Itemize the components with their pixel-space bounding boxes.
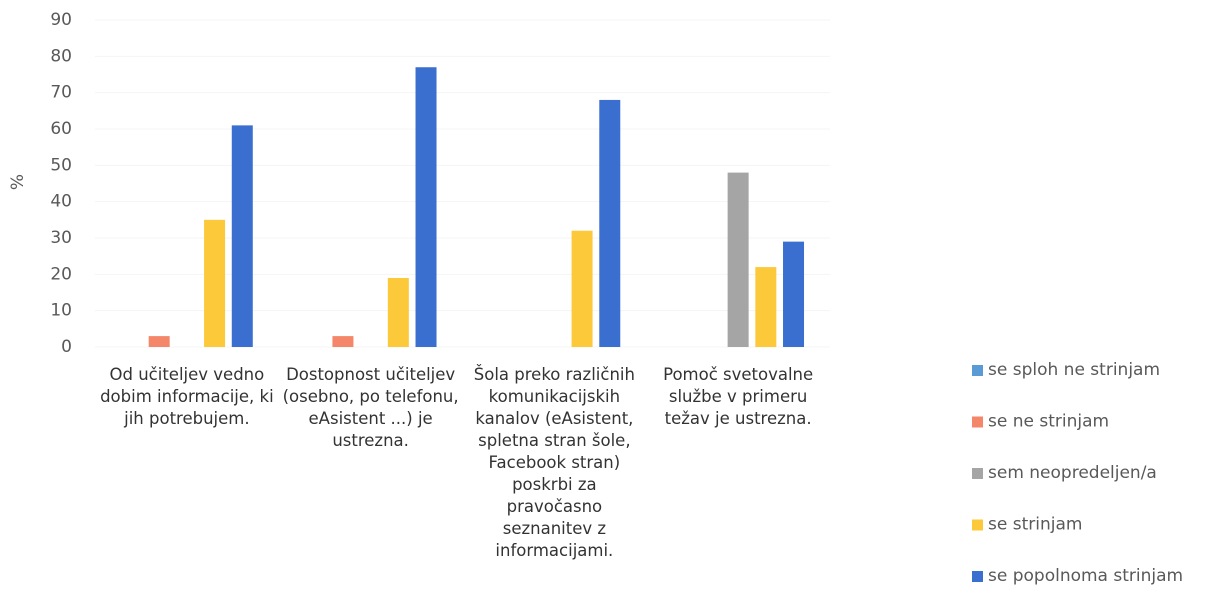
legend-swatch: [972, 468, 983, 479]
bar: [387, 277, 409, 347]
bar: [415, 67, 437, 347]
bar: [332, 336, 354, 347]
legend-label: se strinjam: [988, 515, 1082, 535]
bar: [755, 267, 777, 347]
x-tick-label: Pomoč svetovalne službe v primeru težav …: [663, 365, 814, 428]
y-tick-label: 70: [50, 83, 72, 103]
y-tick-label: 40: [50, 192, 72, 212]
bar: [571, 230, 593, 347]
x-tick-label: Dostopnost učiteljev (osebno, po telefon…: [282, 365, 459, 450]
y-tick-label: 60: [50, 119, 72, 139]
x-tick-label: Od učiteljev vedno dobim informacije, ki…: [100, 365, 274, 428]
bar: [231, 125, 253, 347]
bar: [204, 219, 226, 347]
x-tick-label: Šola preko različnih komunikacijskih kan…: [473, 365, 635, 560]
bar: [599, 99, 621, 347]
legend-swatch: [972, 365, 983, 376]
y-tick-label: 90: [50, 10, 72, 30]
y-tick-label: 10: [50, 301, 72, 321]
legend-swatch: [972, 416, 983, 428]
bar: [148, 336, 170, 347]
y-tick-label: 50: [50, 155, 72, 175]
legend-swatch: [972, 519, 983, 531]
legend-label: se popolnoma strinjam: [988, 566, 1183, 586]
legend-label: sem neopredeljen/a: [988, 463, 1157, 483]
legend-label: se ne strinjam: [988, 412, 1109, 432]
y-tick-label: 80: [50, 46, 72, 66]
y-tick-label: 20: [50, 264, 72, 284]
y-tick-label: 30: [50, 228, 72, 248]
y-axis-label: %: [8, 174, 28, 190]
y-tick-label: 0: [61, 337, 72, 357]
legend-swatch: [972, 571, 983, 582]
bar: [727, 172, 749, 347]
bar: [783, 241, 805, 347]
legend-label: se sploh ne strinjam: [988, 360, 1160, 380]
